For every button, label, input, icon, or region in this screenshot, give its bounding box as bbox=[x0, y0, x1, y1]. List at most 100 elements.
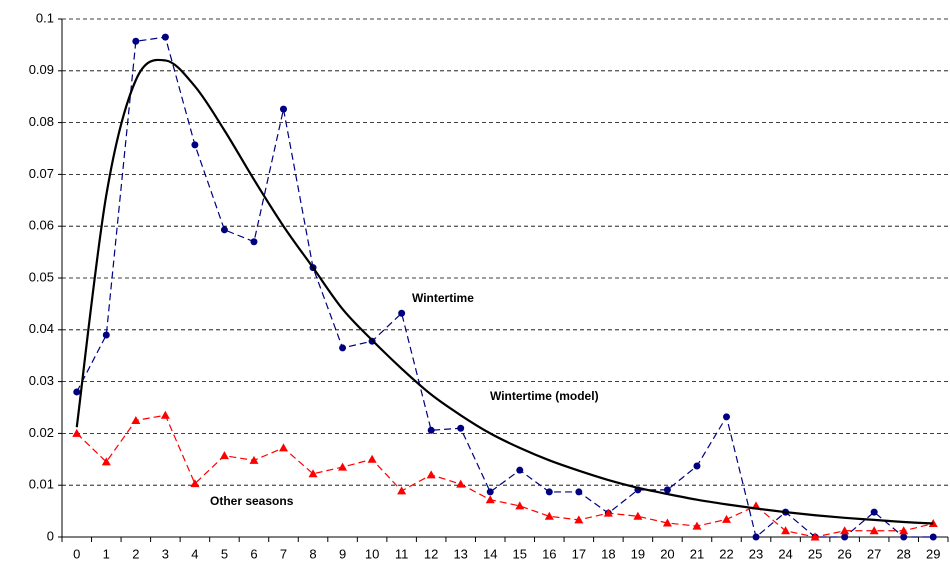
point bbox=[220, 226, 228, 234]
point bbox=[102, 331, 110, 339]
x-tick-label: 4 bbox=[191, 546, 198, 561]
x-tick-label: 16 bbox=[542, 546, 556, 561]
point bbox=[73, 388, 81, 396]
series-label: Other seasons bbox=[210, 494, 294, 508]
point bbox=[575, 488, 583, 496]
point bbox=[515, 501, 525, 510]
point bbox=[781, 526, 791, 535]
point bbox=[929, 533, 937, 541]
point bbox=[841, 533, 849, 541]
point bbox=[426, 470, 436, 479]
y-tick-label: 0 bbox=[47, 528, 54, 543]
x-tick-label: 18 bbox=[601, 546, 615, 561]
y-tick-label: 0.06 bbox=[29, 218, 54, 233]
point bbox=[544, 511, 554, 520]
x-tick-label: 7 bbox=[280, 546, 287, 561]
point bbox=[427, 426, 435, 434]
x-tick-label: 0 bbox=[73, 546, 80, 561]
point bbox=[870, 508, 878, 516]
point bbox=[191, 141, 199, 149]
point bbox=[692, 521, 702, 530]
series-line bbox=[76, 414, 934, 538]
series-label: Wintertime bbox=[412, 291, 474, 305]
x-tick-label: 19 bbox=[631, 546, 645, 561]
y-tick-label: 0.04 bbox=[29, 321, 54, 336]
x-tick-label: 11 bbox=[395, 546, 409, 561]
point bbox=[367, 454, 377, 463]
point bbox=[249, 455, 259, 464]
point bbox=[810, 532, 820, 541]
x-tick-label: 2 bbox=[132, 546, 139, 561]
point bbox=[250, 238, 258, 246]
x-tick-label: 12 bbox=[424, 546, 438, 561]
point bbox=[219, 451, 229, 460]
x-tick-label: 1 bbox=[103, 546, 110, 561]
point bbox=[280, 105, 287, 113]
point bbox=[279, 443, 288, 452]
x-tick-label: 13 bbox=[453, 546, 467, 561]
x-tick-label: 20 bbox=[660, 546, 674, 561]
y-tick-label: 0.03 bbox=[29, 373, 54, 388]
point bbox=[398, 309, 406, 317]
x-tick-label: 8 bbox=[309, 546, 316, 561]
point bbox=[132, 37, 140, 45]
x-tick-label: 5 bbox=[221, 546, 228, 561]
x-tick-label: 21 bbox=[690, 546, 704, 561]
x-tick-label: 9 bbox=[339, 546, 346, 561]
point bbox=[101, 457, 111, 466]
x-tick-label: 10 bbox=[365, 546, 379, 561]
series-line bbox=[76, 36, 934, 539]
point bbox=[869, 526, 879, 535]
point bbox=[633, 511, 643, 520]
point bbox=[456, 479, 466, 488]
x-tick-label: 24 bbox=[778, 546, 792, 561]
x-tick-label: 6 bbox=[250, 546, 257, 561]
x-tick-label: 28 bbox=[896, 546, 910, 561]
x-tick-label: 14 bbox=[483, 546, 497, 561]
point bbox=[131, 415, 141, 424]
x-tick-label: 15 bbox=[513, 546, 527, 561]
point bbox=[752, 533, 760, 541]
x-tick-label: 17 bbox=[572, 546, 586, 561]
point bbox=[72, 428, 82, 437]
x-tick-label: 23 bbox=[749, 546, 763, 561]
y-tick-label: 0.1 bbox=[36, 10, 54, 25]
point bbox=[339, 344, 347, 352]
point bbox=[457, 424, 465, 432]
point bbox=[723, 413, 730, 421]
y-tick-label: 0.07 bbox=[29, 166, 54, 181]
point bbox=[308, 469, 318, 478]
series-line bbox=[75, 58, 934, 525]
point bbox=[693, 462, 701, 470]
y-tick-label: 0.01 bbox=[29, 477, 54, 492]
y-tick-label: 0.02 bbox=[29, 425, 54, 440]
x-tick-label: 29 bbox=[926, 546, 940, 561]
point bbox=[840, 526, 850, 535]
point bbox=[663, 486, 671, 494]
point bbox=[190, 479, 200, 488]
point bbox=[516, 466, 524, 474]
x-tick-label: 3 bbox=[162, 546, 169, 561]
point bbox=[574, 515, 584, 524]
point bbox=[161, 33, 169, 41]
point bbox=[160, 410, 170, 419]
series-label: Wintertime (model) bbox=[490, 389, 599, 403]
y-tick-label: 0.09 bbox=[29, 62, 54, 77]
point bbox=[899, 526, 909, 535]
point bbox=[338, 462, 348, 471]
x-tick-label: 25 bbox=[808, 546, 822, 561]
point bbox=[722, 514, 731, 523]
x-tick-label: 22 bbox=[719, 546, 733, 561]
point bbox=[900, 533, 908, 541]
y-tick-label: 0.05 bbox=[29, 269, 54, 284]
point bbox=[545, 488, 553, 496]
point bbox=[603, 508, 613, 517]
point bbox=[486, 488, 494, 496]
x-tick-label: 27 bbox=[867, 546, 881, 561]
point bbox=[397, 486, 407, 495]
point bbox=[662, 518, 672, 527]
point bbox=[485, 495, 495, 504]
y-tick-label: 0.08 bbox=[29, 114, 54, 129]
